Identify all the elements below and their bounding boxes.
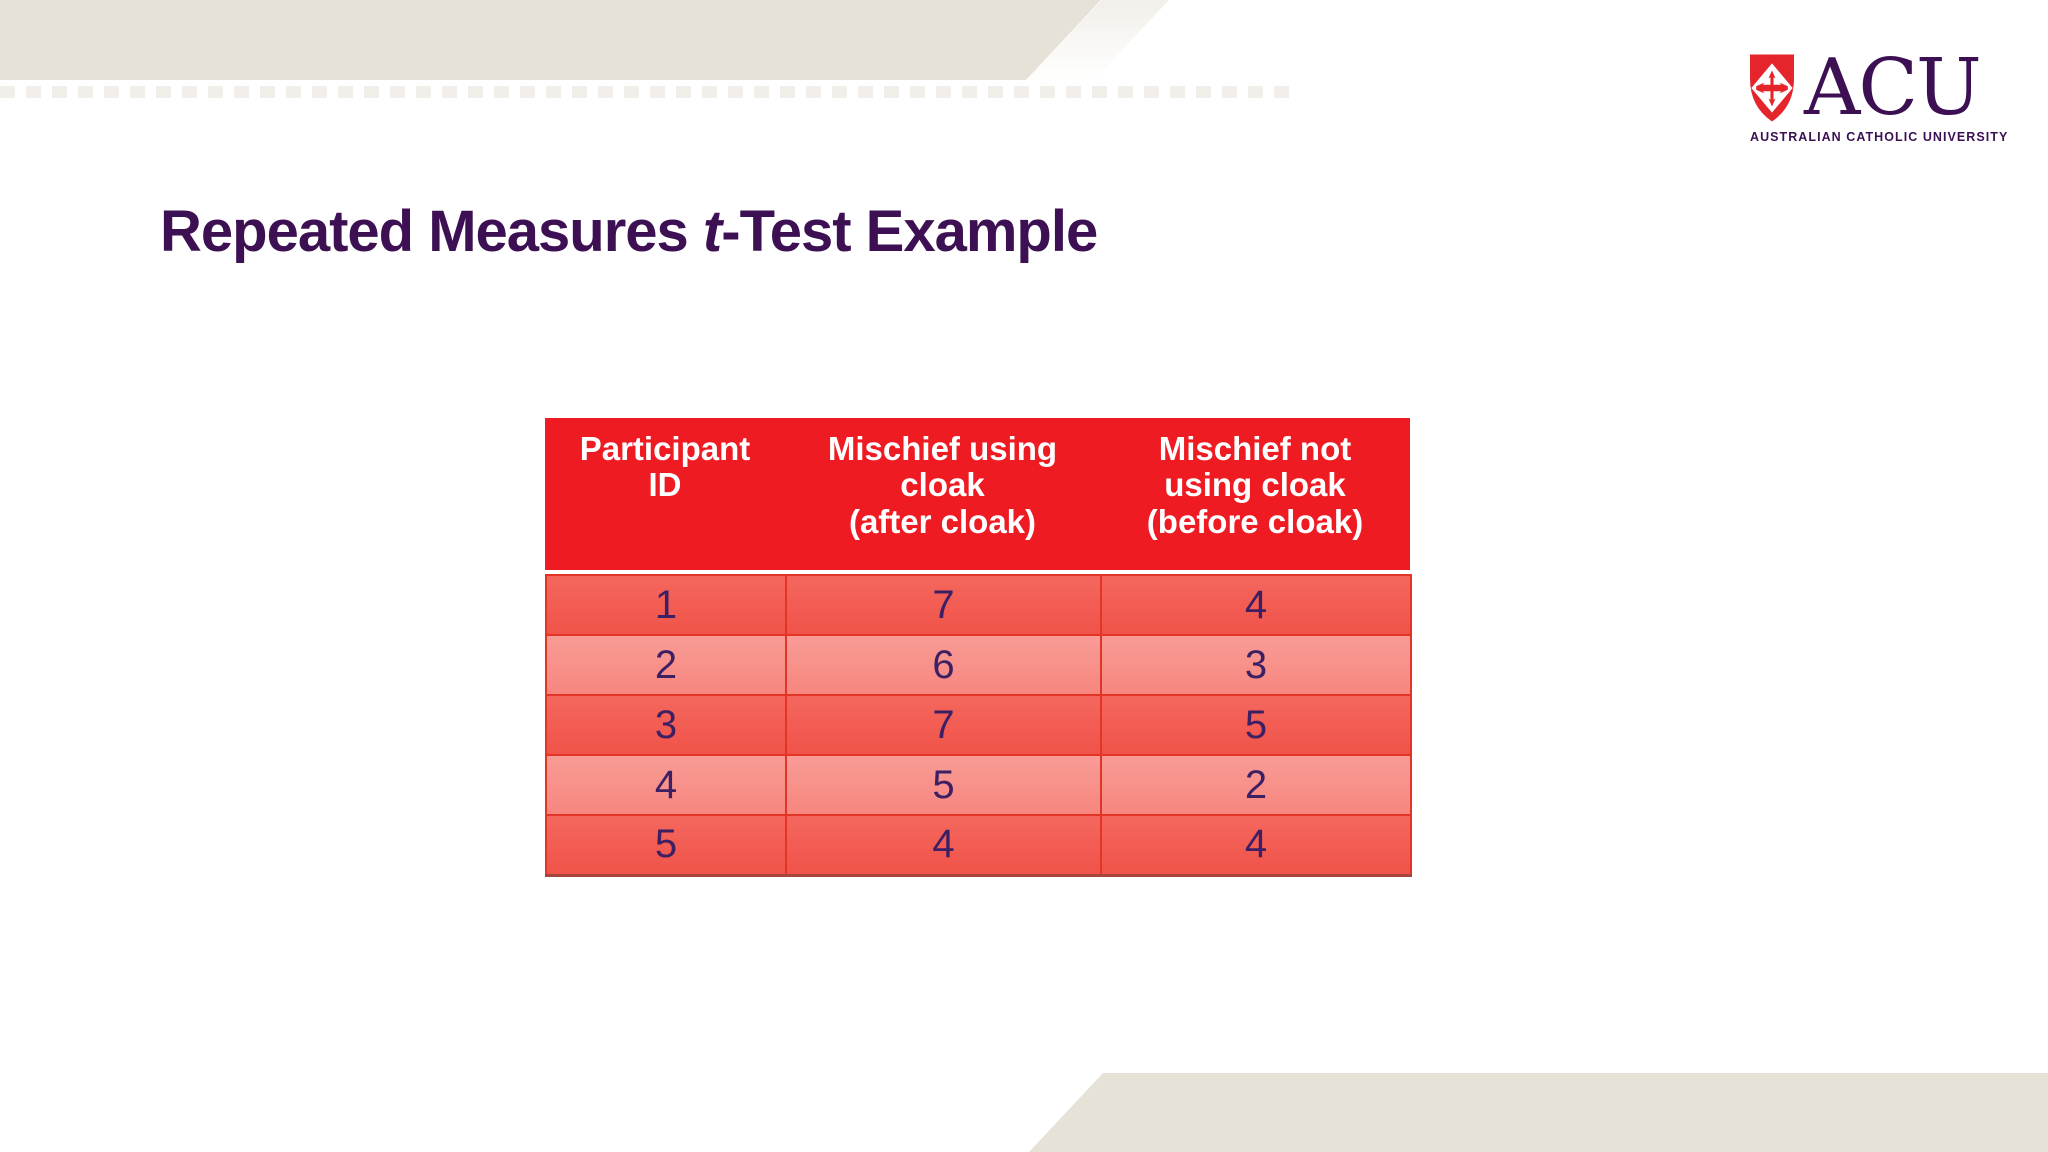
acu-logo-name: AUSTRALIAN CATHOLIC UNIVERSITY (1750, 130, 2009, 144)
table-cell: 7 (785, 694, 1102, 756)
table-cell: 4 (545, 754, 787, 816)
table-cell: 1 (545, 574, 787, 636)
acu-logo: ACU AUSTRALIAN CATHOLIC UNIVERSITY (1750, 43, 2009, 144)
top-decor-pattern-strip (0, 86, 1290, 98)
data-table: Participant ID Mischief using cloak (aft… (545, 418, 1412, 877)
acu-logo-row: ACU (1750, 43, 2000, 133)
bottom-decor-band (1029, 1073, 2048, 1152)
table-header-mischief-using-cloak: Mischief using cloak (after cloak) (827, 430, 1058, 540)
table-row: 5 4 4 (545, 814, 1412, 877)
table-row: 1 7 4 (545, 574, 1412, 636)
table-cell: 6 (785, 634, 1102, 696)
table-row: 2 6 3 (545, 634, 1412, 696)
table-cell: 4 (785, 814, 1102, 877)
title-suffix: -Test Example (721, 199, 1098, 264)
table-header-mischief-not-using-cloak: Mischief not using cloak (before cloak) (1146, 430, 1364, 540)
table-cell: 5 (785, 754, 1102, 816)
acu-logo-acronym: ACU (1804, 43, 1982, 133)
table-cell: 4 (1100, 814, 1412, 877)
table-row: 4 5 2 (545, 754, 1412, 816)
table-body: 1 7 4 2 6 3 3 7 5 4 5 2 5 4 4 (545, 574, 1412, 877)
table-cell: 3 (1100, 634, 1412, 696)
table-cell: 2 (545, 634, 787, 696)
table-cell: 5 (545, 814, 787, 877)
table-cell: 7 (785, 574, 1102, 636)
table-cell: 3 (545, 694, 787, 756)
table-header-separator (545, 570, 1410, 574)
table-cell: 4 (1100, 574, 1412, 636)
acu-shield-icon (1750, 54, 1794, 122)
title-prefix: Repeated Measures (160, 199, 703, 264)
table-cell: 5 (1100, 694, 1412, 756)
title-italic-t: t (702, 199, 722, 264)
top-decor-band (0, 0, 1101, 80)
slide-title: Repeated Measures t-Test Example (160, 198, 1098, 265)
table-cell: 2 (1100, 754, 1412, 816)
table-header-participant-id: Participant ID (579, 430, 751, 504)
table-header-row: Participant ID Mischief using cloak (aft… (545, 418, 1410, 570)
table-row: 3 7 5 (545, 694, 1412, 756)
